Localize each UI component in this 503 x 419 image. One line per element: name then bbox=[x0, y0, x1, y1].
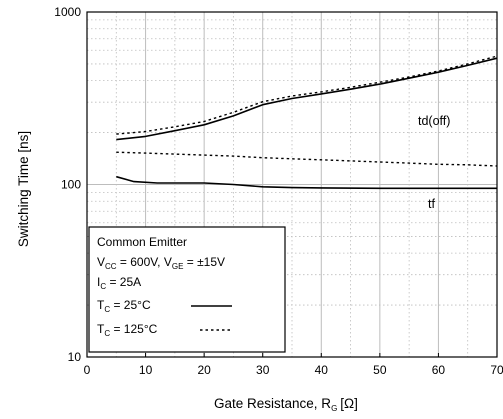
x-tick-label: 60 bbox=[432, 363, 446, 377]
y-tick-label: 10 bbox=[68, 350, 82, 364]
curve-label-tdoff: td(off) bbox=[418, 114, 450, 128]
x-tick-label: 70 bbox=[490, 363, 503, 377]
legend-tc-25: TC = 25°C bbox=[97, 298, 151, 314]
x-tick-label: 0 bbox=[84, 363, 91, 377]
legend-box bbox=[88, 226, 286, 353]
curve-label-tf: tf bbox=[428, 197, 435, 211]
plot-frame bbox=[86, 11, 498, 358]
x-tick-label: 50 bbox=[373, 363, 387, 377]
legend-title: Common Emitter bbox=[97, 235, 187, 249]
legend-vcc-vge: VCC = 600V, VGE = ±15V bbox=[97, 255, 225, 271]
legend-ic: IC = 25A bbox=[97, 275, 141, 291]
y-axis-label: Switching Time [ns] bbox=[16, 131, 31, 247]
x-tick-label: 30 bbox=[256, 363, 270, 377]
x-tick-label: 10 bbox=[139, 363, 153, 377]
y-tick-label: 1000 bbox=[54, 5, 81, 19]
y-tick-label: 100 bbox=[61, 178, 81, 192]
legend-tc-125: TC = 125°C bbox=[97, 322, 158, 338]
x-axis-label: Gate Resistance, RG [Ω] bbox=[214, 396, 358, 413]
series-line-tdoff-solid bbox=[116, 57, 498, 141]
series-group bbox=[116, 55, 498, 190]
legend: Common Emitter VCC = 600V, VGE = ±15V IC… bbox=[88, 226, 286, 353]
x-tick-label: 20 bbox=[197, 363, 211, 377]
series-line-tf-dotted bbox=[116, 151, 498, 167]
x-tick-label: 40 bbox=[315, 363, 329, 377]
series-line-tf-solid bbox=[116, 175, 497, 190]
